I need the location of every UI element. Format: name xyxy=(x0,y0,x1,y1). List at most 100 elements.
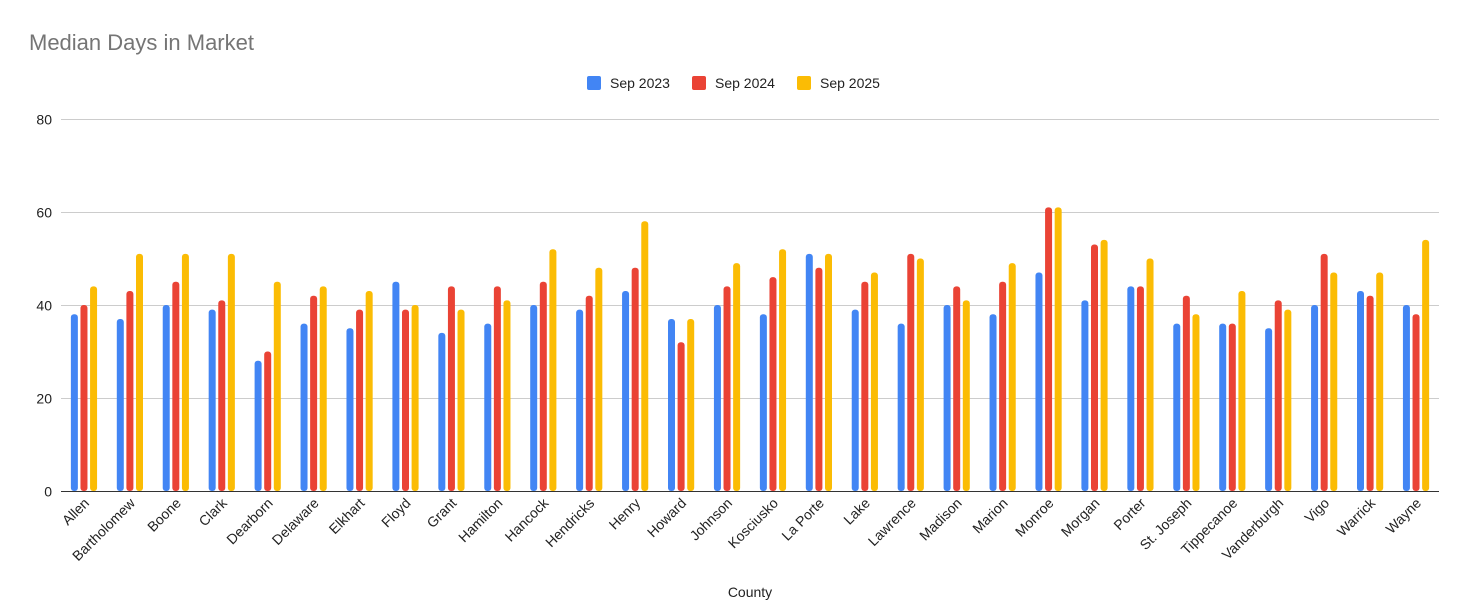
x-tick-label: Floyd xyxy=(378,495,414,531)
bar xyxy=(861,281,869,491)
bar xyxy=(989,314,997,491)
x-tick-label: Lawrence xyxy=(865,495,919,549)
bar xyxy=(962,300,970,491)
bar xyxy=(723,286,731,491)
y-tick-label: 20 xyxy=(36,391,52,407)
bar xyxy=(392,281,400,491)
y-tick-label: 40 xyxy=(36,298,52,314)
bar xyxy=(916,258,924,491)
bar xyxy=(1265,328,1273,491)
bar xyxy=(759,314,767,491)
y-axis-ticks: 0 20 40 60 80 xyxy=(36,112,52,500)
y-tick-label: 0 xyxy=(44,484,52,500)
x-tick-label: Vigo xyxy=(1301,495,1332,526)
bar xyxy=(218,300,226,491)
bar xyxy=(539,281,547,491)
bar xyxy=(897,323,905,491)
bar xyxy=(310,295,318,491)
bar xyxy=(80,305,88,491)
bar xyxy=(907,253,915,491)
bar xyxy=(273,281,281,491)
bar xyxy=(208,309,216,491)
x-tick-label: Boone xyxy=(144,495,184,535)
x-tick-label: Wayne xyxy=(1382,495,1424,537)
bar xyxy=(530,305,538,491)
bar xyxy=(576,309,584,491)
bar xyxy=(411,305,419,491)
bar xyxy=(1219,323,1227,491)
bar xyxy=(1366,295,1374,491)
bar xyxy=(1311,305,1319,491)
bar xyxy=(687,318,695,491)
bar xyxy=(677,342,685,491)
bar xyxy=(1330,272,1338,491)
bar xyxy=(769,277,777,491)
y-tick-label: 60 xyxy=(36,205,52,221)
bar xyxy=(1008,263,1016,491)
bar xyxy=(356,309,364,491)
bar xyxy=(713,305,721,491)
bar xyxy=(641,221,649,492)
bar xyxy=(1146,258,1154,491)
bar xyxy=(484,323,492,491)
bar xyxy=(585,295,593,491)
bar xyxy=(815,267,823,491)
x-tick-label: Warrick xyxy=(1334,494,1379,539)
bar xyxy=(1284,309,1292,491)
legend-label: Sep 2025 xyxy=(820,75,880,91)
legend-swatch xyxy=(692,76,706,90)
bar xyxy=(181,253,189,491)
bar xyxy=(227,253,235,491)
legend: Sep 2023 Sep 2024 Sep 2025 xyxy=(587,75,880,91)
bars xyxy=(70,207,1430,492)
bar xyxy=(549,249,557,491)
bar xyxy=(1274,300,1282,491)
legend-label: Sep 2024 xyxy=(715,75,775,91)
x-tick-label: Hamilton xyxy=(455,495,505,545)
bar xyxy=(622,291,630,491)
bar xyxy=(402,309,409,491)
bar xyxy=(1100,239,1108,491)
x-tick-label: Elkhart xyxy=(326,495,368,537)
bar xyxy=(254,360,262,491)
bar xyxy=(1412,314,1420,491)
y-tick-label: 80 xyxy=(36,112,52,128)
x-tick-label: Madison xyxy=(916,495,965,544)
bar xyxy=(851,309,859,491)
bar xyxy=(457,309,465,491)
bar xyxy=(493,286,501,491)
bar xyxy=(1035,272,1043,491)
bar xyxy=(825,253,832,491)
x-tick-label: Marion xyxy=(969,495,1011,537)
bar xyxy=(1091,244,1098,491)
x-tick-label: Monroe xyxy=(1012,495,1057,540)
bar xyxy=(1320,253,1328,491)
bar xyxy=(1402,305,1410,491)
x-tick-label: La Porte xyxy=(778,495,827,544)
bar xyxy=(172,281,180,491)
bar xyxy=(162,305,170,491)
bar xyxy=(300,323,308,491)
bar xyxy=(733,263,741,491)
bar xyxy=(999,281,1007,491)
bar xyxy=(126,291,134,491)
legend-swatch xyxy=(587,76,601,90)
bar xyxy=(1182,295,1190,491)
bar xyxy=(1357,291,1364,491)
bar xyxy=(1054,207,1062,491)
gridlines xyxy=(61,119,1439,399)
bar xyxy=(805,253,813,491)
x-axis-title: County xyxy=(728,584,772,600)
bar xyxy=(1422,239,1430,491)
bar xyxy=(438,332,446,491)
x-tick-label: Dearborn xyxy=(223,495,276,548)
bar xyxy=(264,351,272,491)
bar xyxy=(346,328,354,491)
x-tick-label: Porter xyxy=(1110,495,1149,534)
x-tick-label: Lake xyxy=(840,495,873,528)
bar xyxy=(1136,286,1144,491)
x-tick-label: Allen xyxy=(59,495,92,528)
bar xyxy=(595,267,603,491)
